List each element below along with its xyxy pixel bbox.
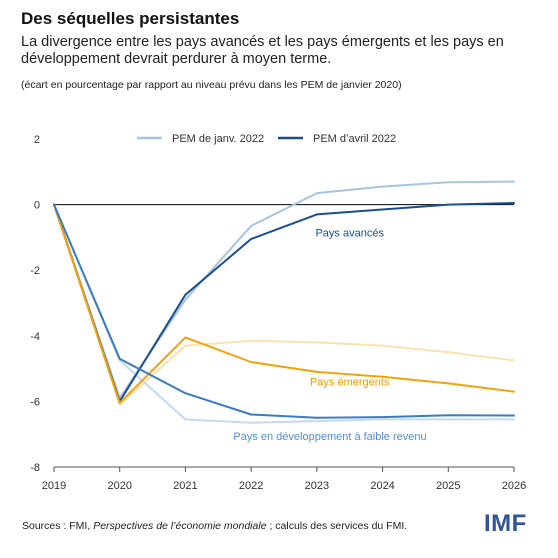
y-axis: 2 0 -2 -4 -6 -8 — [30, 134, 40, 474]
y-tick-label: -4 — [30, 331, 40, 343]
chart-title: Des séquelles persistantes — [21, 9, 240, 28]
x-tick-label: 2025 — [436, 480, 460, 492]
x-tick-label: 2022 — [239, 480, 263, 492]
source-suffix: ; calculs des services du FMI. — [266, 520, 408, 532]
source-prefix: Sources : FMI, — [22, 520, 94, 532]
legend: PEM de janv. 2022 PEM d’avril 2022 — [137, 133, 396, 145]
x-tick-label: 2026 — [502, 480, 526, 492]
series-line — [53, 180, 515, 400]
series-annotation: Pays en développement à faible revenu — [233, 431, 426, 443]
y-tick-label: 0 — [34, 200, 40, 212]
series-annotation: Pays avancés — [315, 227, 384, 239]
chart-subtitle: La divergence entre les pays avancés et … — [21, 34, 504, 67]
series-line — [53, 203, 515, 404]
imf-logo: IMF — [484, 510, 527, 537]
series-line — [53, 203, 515, 424]
series-line — [53, 203, 515, 406]
y-tick-label: -6 — [30, 396, 40, 408]
x-axis: 2019 2020 2021 2022 2023 2024 2025 2026 — [42, 204, 526, 492]
x-tick-label: 2023 — [305, 480, 329, 492]
y-tick-label: -2 — [30, 265, 40, 277]
chart-note: (écart en pourcentage par rapport au niv… — [21, 79, 402, 91]
source-italic: Perspectives de l’économie mondiale — [93, 520, 267, 532]
annotations: Pays avancés Pays émergents Pays en dévelo… — [233, 227, 426, 442]
series-annotation: Pays émergents — [310, 377, 390, 389]
series-lines — [53, 180, 515, 424]
legend-label: PEM d’avril 2022 — [313, 133, 396, 145]
legend-label: PEM de janv. 2022 — [172, 133, 264, 145]
x-tick-label: 2021 — [173, 480, 197, 492]
x-tick-label: 2019 — [42, 480, 66, 492]
series-line — [53, 202, 515, 403]
y-tick-label: 2 — [34, 134, 40, 146]
y-tick-label: -8 — [30, 462, 40, 474]
series-line — [53, 203, 515, 419]
x-tick-label: 2020 — [107, 480, 131, 492]
x-tick-label: 2024 — [370, 480, 394, 492]
source-note: Sources : FMI, Perspectives de l’économi… — [22, 520, 407, 532]
